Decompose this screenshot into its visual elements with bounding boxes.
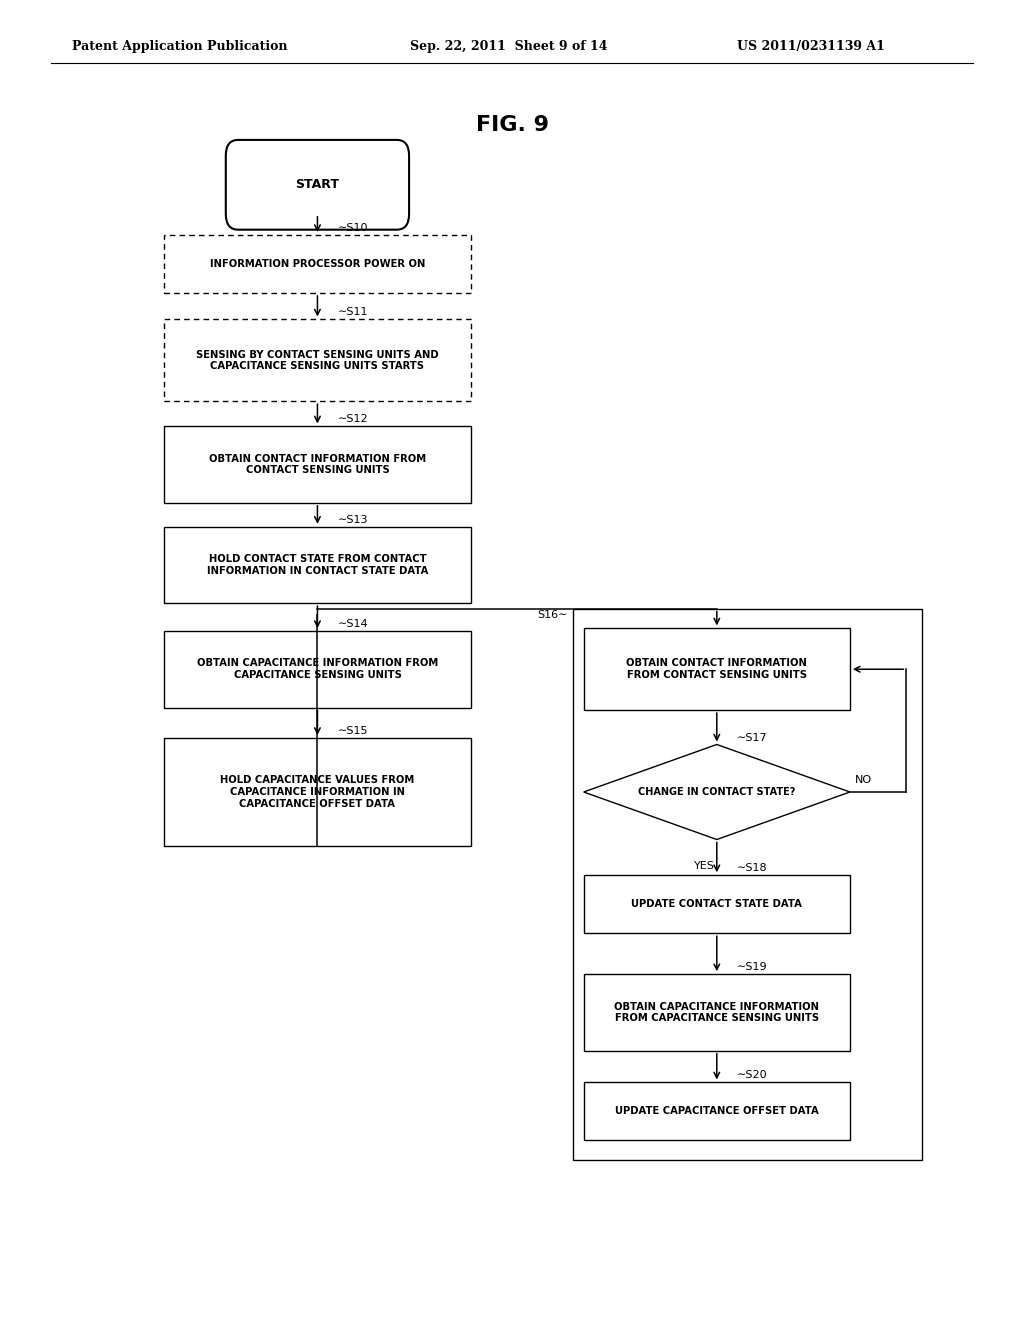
Text: ∼S12: ∼S12 (338, 414, 369, 425)
Text: FIG. 9: FIG. 9 (475, 115, 549, 136)
Text: INFORMATION PROCESSOR POWER ON: INFORMATION PROCESSOR POWER ON (210, 259, 425, 269)
FancyBboxPatch shape (584, 974, 850, 1051)
Text: ∼S18: ∼S18 (737, 863, 768, 874)
Text: ∼S11: ∼S11 (338, 308, 369, 318)
Text: Patent Application Publication: Patent Application Publication (72, 40, 287, 53)
FancyBboxPatch shape (584, 628, 850, 710)
Text: HOLD CONTACT STATE FROM CONTACT
INFORMATION IN CONTACT STATE DATA: HOLD CONTACT STATE FROM CONTACT INFORMAT… (207, 554, 428, 576)
FancyBboxPatch shape (164, 235, 471, 293)
FancyBboxPatch shape (164, 631, 471, 708)
Text: Sep. 22, 2011  Sheet 9 of 14: Sep. 22, 2011 Sheet 9 of 14 (410, 40, 607, 53)
FancyBboxPatch shape (164, 426, 471, 503)
Text: NO: NO (855, 775, 872, 785)
Text: OBTAIN CAPACITANCE INFORMATION FROM
CAPACITANCE SENSING UNITS: OBTAIN CAPACITANCE INFORMATION FROM CAPA… (197, 659, 438, 680)
Text: CHANGE IN CONTACT STATE?: CHANGE IN CONTACT STATE? (638, 787, 796, 797)
Text: UPDATE CONTACT STATE DATA: UPDATE CONTACT STATE DATA (632, 899, 802, 909)
Text: ∼S13: ∼S13 (338, 515, 369, 525)
FancyBboxPatch shape (164, 738, 471, 846)
Text: ∼S14: ∼S14 (338, 619, 369, 630)
Text: S16∼: S16∼ (538, 610, 568, 620)
FancyBboxPatch shape (164, 319, 471, 401)
Text: UPDATE CAPACITANCE OFFSET DATA: UPDATE CAPACITANCE OFFSET DATA (615, 1106, 818, 1117)
Text: ∼S15: ∼S15 (338, 726, 369, 737)
Text: ∼S17: ∼S17 (737, 733, 768, 743)
Text: HOLD CAPACITANCE VALUES FROM
CAPACITANCE INFORMATION IN
CAPACITANCE OFFSET DATA: HOLD CAPACITANCE VALUES FROM CAPACITANCE… (220, 775, 415, 809)
Text: ∼S20: ∼S20 (737, 1071, 768, 1081)
Text: US 2011/0231139 A1: US 2011/0231139 A1 (737, 40, 885, 53)
Text: ∼S19: ∼S19 (737, 962, 768, 973)
Polygon shape (584, 744, 850, 840)
Text: OBTAIN CONTACT INFORMATION FROM
CONTACT SENSING UNITS: OBTAIN CONTACT INFORMATION FROM CONTACT … (209, 454, 426, 475)
FancyBboxPatch shape (584, 1082, 850, 1140)
Text: START: START (296, 178, 339, 191)
Text: YES: YES (694, 861, 715, 871)
Text: ∼S10: ∼S10 (338, 223, 369, 234)
FancyBboxPatch shape (584, 875, 850, 933)
Text: OBTAIN CONTACT INFORMATION
FROM CONTACT SENSING UNITS: OBTAIN CONTACT INFORMATION FROM CONTACT … (627, 659, 807, 680)
Text: OBTAIN CAPACITANCE INFORMATION
FROM CAPACITANCE SENSING UNITS: OBTAIN CAPACITANCE INFORMATION FROM CAPA… (614, 1002, 819, 1023)
FancyBboxPatch shape (164, 527, 471, 603)
Text: SENSING BY CONTACT SENSING UNITS AND
CAPACITANCE SENSING UNITS STARTS: SENSING BY CONTACT SENSING UNITS AND CAP… (197, 350, 438, 371)
FancyBboxPatch shape (225, 140, 409, 230)
